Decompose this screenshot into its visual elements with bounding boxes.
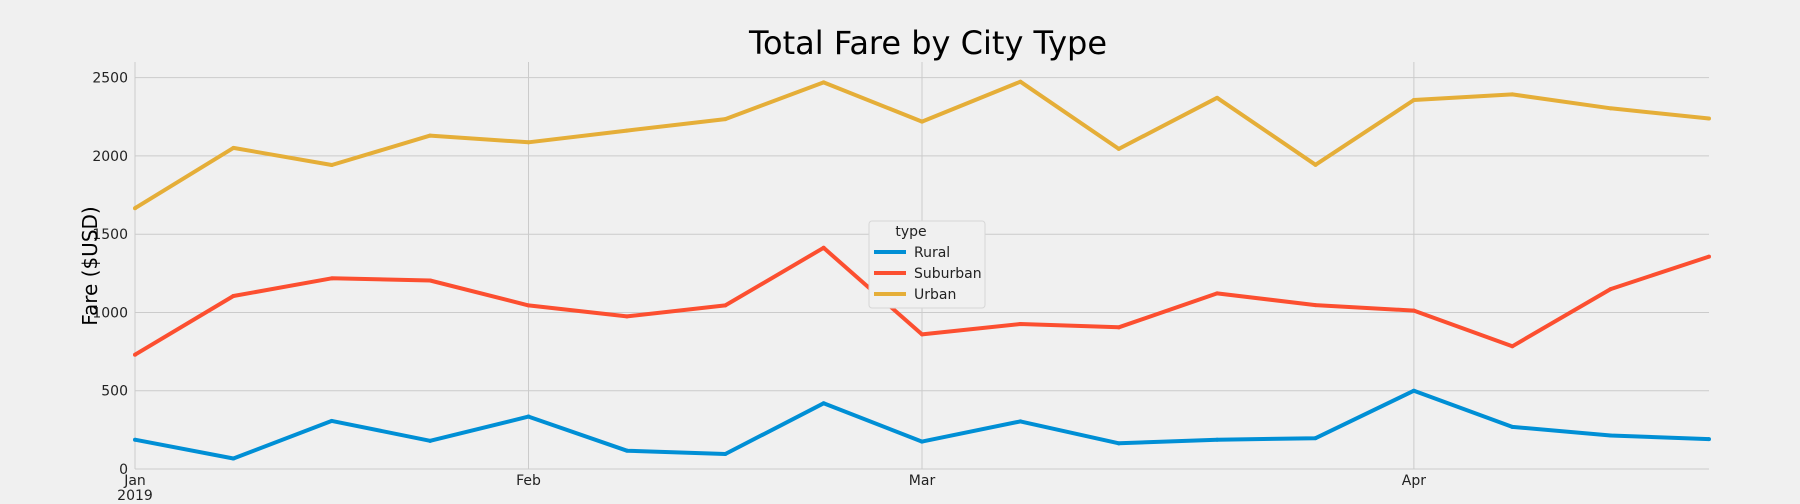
data-point-urban — [1608, 106, 1613, 111]
data-point-rural — [428, 438, 433, 443]
data-point-urban — [1707, 116, 1711, 121]
x-tick-sublabel: 2019 — [117, 488, 153, 504]
data-point-rural — [1707, 437, 1711, 442]
data-point-suburban — [329, 276, 334, 281]
data-point-suburban — [723, 303, 728, 308]
data-point-urban — [920, 119, 924, 124]
chart-title: Total Fare by City Type — [748, 24, 1107, 62]
data-point-suburban — [1215, 291, 1220, 296]
legend-entry-label: Rural — [914, 245, 950, 261]
data-point-rural — [624, 448, 629, 453]
data-point-rural — [723, 451, 728, 456]
data-point-urban — [624, 128, 629, 133]
series-lines — [133, 79, 1711, 461]
data-point-urban — [1018, 79, 1023, 84]
data-point-rural — [133, 437, 137, 442]
data-point-urban — [231, 145, 236, 150]
data-point-suburban — [133, 352, 137, 357]
legend-title: type — [895, 224, 926, 240]
data-point-suburban — [1313, 303, 1318, 308]
data-point-suburban — [526, 303, 531, 308]
x-tick-label: Jan — [123, 473, 146, 489]
x-tick-label: Feb — [516, 473, 541, 489]
y-tick-label: 1000 — [92, 305, 128, 321]
data-point-rural — [1608, 433, 1613, 438]
y-tick-label: 2500 — [92, 71, 128, 87]
data-point-suburban — [1707, 254, 1711, 259]
legend-entry-label: Urban — [914, 287, 956, 303]
data-point-urban — [821, 80, 826, 85]
legend-frame — [868, 220, 986, 309]
legend-entry-label: Suburban — [914, 266, 982, 282]
data-point-urban — [133, 206, 137, 211]
data-point-suburban — [624, 314, 629, 319]
y-tick-label: 2000 — [92, 149, 128, 165]
y-tick-label: 1500 — [92, 227, 128, 243]
data-point-rural — [329, 418, 334, 423]
x-tick-label: Mar — [909, 473, 936, 489]
data-point-rural — [1018, 419, 1023, 424]
data-point-suburban — [1510, 344, 1515, 349]
y-tick-label: 0 — [119, 462, 128, 478]
x-tick-label: Apr — [1402, 473, 1426, 489]
data-point-urban — [1313, 162, 1318, 167]
data-point-rural — [526, 414, 531, 419]
data-point-suburban — [1018, 322, 1023, 327]
legend: type Rural Suburban Urban — [868, 220, 986, 309]
data-point-rural — [1313, 436, 1318, 441]
data-point-rural — [1215, 437, 1220, 442]
data-point-rural — [1116, 441, 1121, 446]
y-tick-label: 500 — [101, 384, 128, 400]
data-point-rural — [1411, 388, 1416, 393]
data-point-suburban — [1411, 308, 1416, 313]
data-point-urban — [723, 117, 728, 122]
data-point-urban — [1215, 95, 1220, 100]
data-point-rural — [821, 401, 826, 406]
data-point-urban — [526, 140, 531, 145]
data-point-suburban — [920, 332, 924, 337]
data-point-urban — [428, 133, 433, 138]
grid-lines — [134, 62, 1709, 470]
data-point-urban — [1510, 92, 1515, 97]
data-point-rural — [920, 439, 924, 444]
data-point-suburban — [231, 294, 236, 299]
data-point-urban — [1411, 98, 1416, 103]
data-point-rural — [1510, 424, 1515, 429]
data-point-suburban — [821, 245, 826, 250]
data-point-suburban — [428, 278, 433, 283]
data-point-rural — [231, 456, 236, 461]
data-point-suburban — [1116, 325, 1121, 330]
data-point-urban — [1116, 146, 1121, 151]
y-axis-label: Fare ($USD) — [78, 206, 102, 325]
data-point-suburban — [1608, 287, 1613, 292]
data-point-urban — [329, 163, 334, 168]
